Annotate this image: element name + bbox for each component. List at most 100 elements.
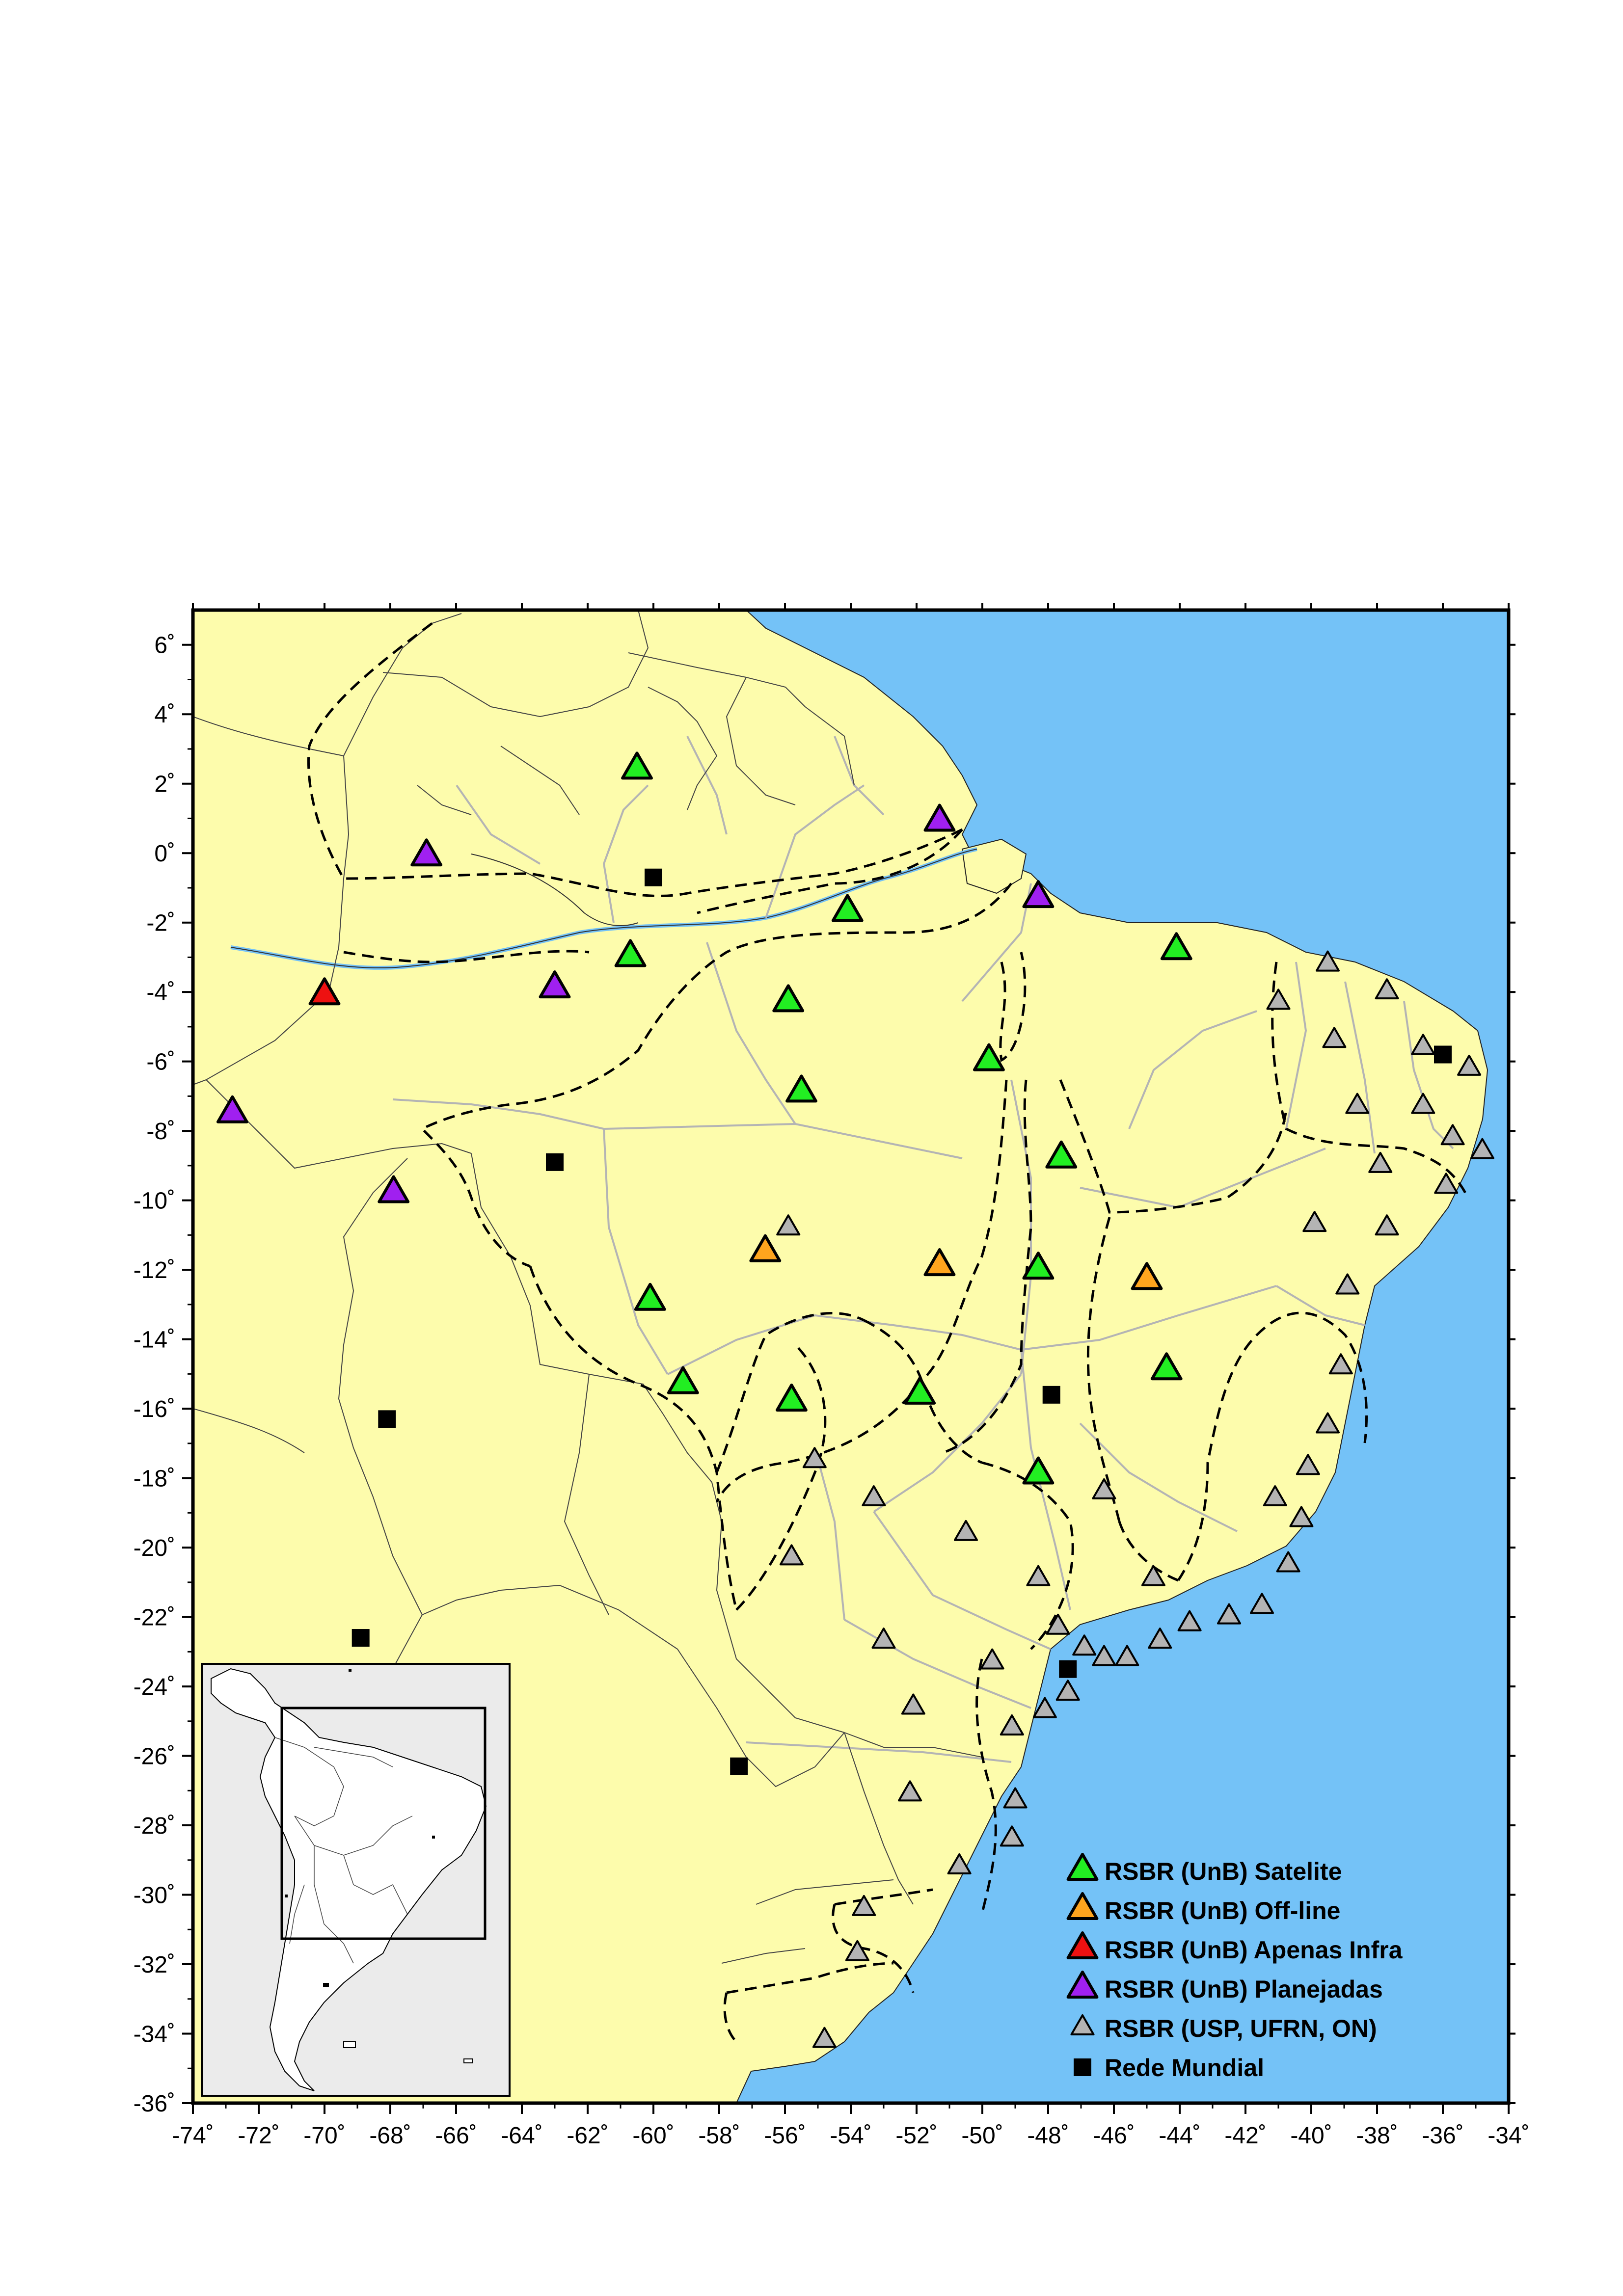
station-satelite bbox=[904, 1376, 936, 1405]
station-usp-ufrn-on bbox=[812, 2027, 837, 2048]
station-satelite bbox=[614, 939, 647, 967]
y-tick-label: -36˚ bbox=[134, 2091, 175, 2117]
station-usp-ufrn-on bbox=[1276, 1551, 1300, 1573]
station-usp-ufrn-on bbox=[1141, 1565, 1165, 1586]
station-rede-mundial bbox=[1042, 1386, 1060, 1404]
station-usp-ufrn-on bbox=[1470, 1138, 1494, 1159]
station-usp-ufrn-on bbox=[1289, 1506, 1314, 1527]
station-planejadas bbox=[216, 1095, 248, 1123]
x-tick-label: -66˚ bbox=[435, 2123, 477, 2149]
y-tick-label: -22˚ bbox=[134, 1605, 175, 1631]
inset-south-america bbox=[211, 1668, 487, 2091]
station-rede-mundial bbox=[1059, 1660, 1077, 1678]
x-tick-label: -70˚ bbox=[303, 2123, 345, 2149]
y-tick-label: -30˚ bbox=[134, 1883, 175, 1909]
y-tick-label: 0˚ bbox=[154, 841, 175, 867]
station-usp-ufrn-on bbox=[1148, 1628, 1172, 1649]
y-tick-label: 4˚ bbox=[154, 702, 175, 728]
y-tick-label: -28˚ bbox=[134, 1813, 175, 1839]
station-rede-mundial bbox=[546, 1153, 564, 1171]
x-tick-label: -40˚ bbox=[1290, 2123, 1332, 2149]
inset-island-3 bbox=[432, 1836, 435, 1839]
station-usp-ufrn-on bbox=[1434, 1173, 1459, 1194]
station-offline bbox=[923, 1248, 956, 1277]
y-tick-label: -18˚ bbox=[134, 1466, 175, 1492]
station-usp-ufrn-on bbox=[1000, 1714, 1024, 1735]
station-usp-ufrn-on bbox=[1315, 1412, 1340, 1434]
x-tick-label: -74˚ bbox=[172, 2123, 214, 2149]
station-usp-ufrn-on bbox=[1092, 1478, 1116, 1499]
x-tick-label: -54˚ bbox=[830, 2123, 871, 2149]
station-satelite bbox=[1150, 1352, 1183, 1381]
inset-island-5 bbox=[285, 1895, 288, 1897]
station-satelite bbox=[667, 1366, 699, 1394]
station-usp-ufrn-on bbox=[1440, 1124, 1465, 1146]
station-usp-ufrn-on bbox=[898, 1780, 922, 1802]
y-tick-label: -16˚ bbox=[134, 1396, 175, 1422]
y-tick-label: -32˚ bbox=[134, 1952, 175, 1978]
station-usp-ufrn-on bbox=[1032, 1697, 1057, 1718]
x-tick-label: -48˚ bbox=[1027, 2123, 1069, 2149]
station-rede-mundial bbox=[730, 1757, 748, 1775]
station-usp-ufrn-on bbox=[1000, 1825, 1024, 1847]
x-tick-label: -38˚ bbox=[1356, 2123, 1398, 2149]
y-tick-label: -26˚ bbox=[134, 1744, 175, 1770]
x-tick-label: -44˚ bbox=[1159, 2123, 1200, 2149]
inset-island-4 bbox=[349, 1669, 352, 1672]
legend-label-rede-mundial: Rede Mundial bbox=[1105, 2054, 1264, 2082]
station-satelite bbox=[1022, 1456, 1055, 1485]
station-usp-ufrn-on bbox=[1217, 1603, 1242, 1625]
station-planejadas bbox=[539, 970, 571, 999]
station-usp-ufrn-on bbox=[1003, 1787, 1028, 1809]
y-tick-label: -20˚ bbox=[134, 1535, 175, 1561]
station-usp-ufrn-on bbox=[1411, 1093, 1435, 1114]
station-satelite bbox=[1160, 932, 1192, 961]
station-rede-mundial bbox=[645, 868, 662, 886]
station-usp-ufrn-on bbox=[871, 1628, 896, 1649]
y-tick-label: -6˚ bbox=[146, 1049, 175, 1075]
y-tick-label: -34˚ bbox=[134, 2022, 175, 2048]
station-usp-ufrn-on bbox=[1296, 1454, 1320, 1475]
station-usp-ufrn-on bbox=[1375, 1214, 1399, 1236]
station-usp-ufrn-on bbox=[1368, 1151, 1393, 1173]
station-usp-ufrn-on bbox=[1302, 1211, 1327, 1232]
legend-label-apenas-infra: RSBR (UnB) Apenas Infra bbox=[1105, 1936, 1403, 1964]
station-satelite bbox=[634, 1282, 666, 1311]
station-rede-mundial bbox=[1434, 1045, 1452, 1064]
station-usp-ufrn-on bbox=[1046, 1613, 1070, 1635]
station-satelite bbox=[973, 1043, 1005, 1071]
station-usp-ufrn-on bbox=[1177, 1610, 1202, 1631]
x-tick-label: -56˚ bbox=[764, 2123, 806, 2149]
station-usp-ufrn-on bbox=[947, 1853, 972, 1874]
inset-frame bbox=[201, 1663, 511, 2097]
amazon-river-outline bbox=[230, 849, 977, 968]
station-usp-ufrn-on bbox=[862, 1485, 886, 1507]
x-tick-label: -64˚ bbox=[501, 2123, 542, 2149]
station-usp-ufrn-on bbox=[852, 1895, 876, 1916]
x-tick-label: -58˚ bbox=[698, 2123, 740, 2149]
y-tick-label: -14˚ bbox=[134, 1327, 175, 1353]
legend-symbol-usp-ufrn-on bbox=[1070, 2014, 1095, 2035]
station-satelite bbox=[621, 751, 653, 780]
station-usp-ufrn-on bbox=[1249, 1593, 1274, 1614]
station-usp-ufrn-on bbox=[1345, 1093, 1370, 1114]
legend-symbol-satelite bbox=[1066, 1853, 1099, 1881]
x-tick-label: -36˚ bbox=[1422, 2123, 1463, 2149]
station-usp-ufrn-on bbox=[1375, 978, 1399, 1000]
x-tick-label: -60˚ bbox=[632, 2123, 674, 2149]
legend-label-satelite: RSBR (UnB) Satelite bbox=[1105, 1858, 1342, 1885]
station-usp-ufrn-on bbox=[1322, 1027, 1347, 1048]
station-apenas-infra bbox=[308, 977, 341, 1006]
station-usp-ufrn-on bbox=[1315, 950, 1340, 972]
station-usp-ufrn-on bbox=[1115, 1645, 1139, 1666]
station-usp-ufrn-on bbox=[779, 1544, 804, 1566]
station-usp-ufrn-on bbox=[980, 1648, 1004, 1670]
inset-falklands bbox=[343, 2041, 356, 2048]
x-tick-label: -52˚ bbox=[895, 2123, 937, 2149]
station-usp-ufrn-on bbox=[1457, 1054, 1482, 1076]
station-usp-ufrn-on bbox=[1328, 1353, 1353, 1375]
station-usp-ufrn-on bbox=[1055, 1680, 1080, 1701]
inset-map bbox=[201, 1663, 511, 2097]
x-tick-label: -46˚ bbox=[1093, 2123, 1135, 2149]
